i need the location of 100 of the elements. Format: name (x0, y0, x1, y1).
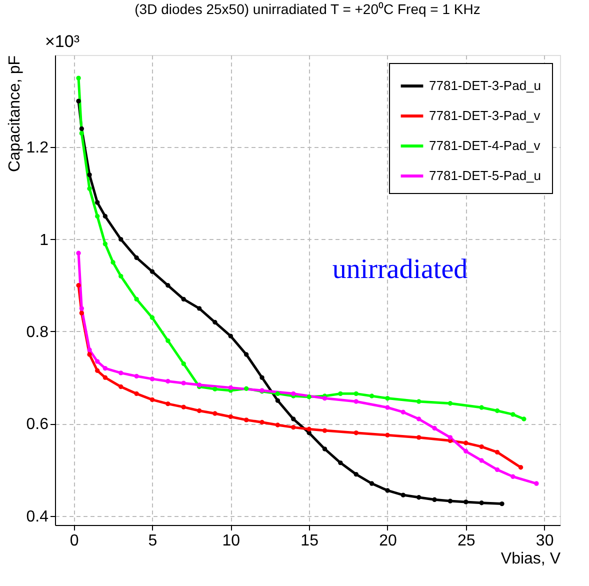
point (118, 370, 124, 376)
point (244, 418, 249, 422)
point (494, 408, 500, 414)
point (118, 384, 124, 390)
point (228, 334, 233, 338)
point (95, 359, 100, 364)
point (134, 391, 139, 396)
point (479, 444, 484, 450)
point (494, 467, 500, 472)
legend-label: 7781-DET-5-Pad_u (429, 168, 542, 183)
point (79, 126, 84, 132)
point (181, 361, 186, 366)
point (479, 500, 484, 506)
point (87, 352, 92, 357)
y-tick-label: 0.8 (26, 324, 49, 341)
point (322, 446, 328, 452)
point (95, 214, 100, 219)
point (134, 255, 139, 260)
point (244, 386, 249, 391)
x-tick-label: 0 (70, 532, 79, 550)
point (150, 315, 155, 320)
point (448, 435, 453, 440)
point (522, 416, 526, 422)
point (87, 348, 92, 352)
point (448, 498, 453, 504)
x-axis-title: Vbias, V (500, 550, 561, 568)
y-tick-label: 0.6 (26, 416, 49, 434)
point (76, 250, 81, 256)
point (385, 488, 390, 493)
point (494, 450, 500, 455)
x-tick-label: 10 (222, 532, 240, 550)
point (181, 296, 186, 302)
point (228, 385, 233, 390)
point (228, 414, 233, 420)
y-tick-label: 1.2 (26, 140, 49, 157)
point (416, 435, 422, 440)
point (102, 214, 108, 219)
point (306, 426, 312, 432)
annotation: unirradiated (332, 254, 468, 285)
point (385, 405, 390, 410)
point (518, 465, 524, 470)
point (87, 172, 92, 178)
point (291, 391, 296, 396)
point (400, 410, 406, 414)
point (134, 296, 139, 302)
point (212, 386, 218, 392)
point (354, 399, 358, 404)
x-tick-label: 25 (458, 532, 476, 550)
x-tick-label: 15 (300, 532, 319, 550)
point (79, 310, 84, 316)
point (510, 412, 516, 417)
point (79, 306, 84, 311)
point (464, 448, 468, 454)
point (275, 422, 280, 428)
point (275, 391, 280, 396)
point (369, 481, 374, 486)
point (338, 460, 343, 466)
point (118, 274, 124, 279)
point (118, 236, 124, 242)
x-tick-label: 20 (379, 532, 397, 550)
legend-label: 7781-DET-4-Pad_v (429, 138, 541, 153)
point (150, 397, 155, 402)
point (76, 76, 81, 80)
point (385, 432, 390, 438)
point (479, 458, 484, 463)
point (416, 399, 422, 404)
point (79, 130, 84, 136)
point (354, 430, 358, 436)
point (134, 374, 139, 379)
point (354, 391, 358, 396)
point (212, 320, 218, 325)
point (87, 186, 92, 191)
chart-title: (3D diodes 25x50) unirradiated T = +20⁰C Freq = 1 KHz (134, 1, 480, 17)
y-axis-title: Capacitance, pF (6, 55, 24, 172)
point (150, 269, 155, 274)
point (416, 495, 422, 500)
y-tick-label: 0.4 (26, 508, 49, 526)
legend-label: 7781-DET-3-Pad_v (429, 108, 541, 123)
point (306, 394, 312, 400)
point (291, 416, 296, 422)
y-tick-label: 1 (40, 232, 49, 249)
point (275, 398, 280, 403)
point (244, 352, 249, 357)
point (212, 411, 218, 416)
point (260, 375, 264, 380)
point (196, 408, 202, 414)
point (322, 396, 328, 401)
point (464, 440, 468, 446)
point (150, 376, 155, 382)
point (432, 497, 437, 502)
point (479, 405, 484, 410)
point (181, 404, 186, 410)
point (385, 396, 390, 401)
point (102, 366, 108, 371)
point (166, 378, 170, 384)
text: ×10³ (45, 32, 80, 51)
point (166, 283, 170, 288)
point (102, 375, 108, 380)
point (500, 501, 504, 506)
point (369, 394, 374, 398)
